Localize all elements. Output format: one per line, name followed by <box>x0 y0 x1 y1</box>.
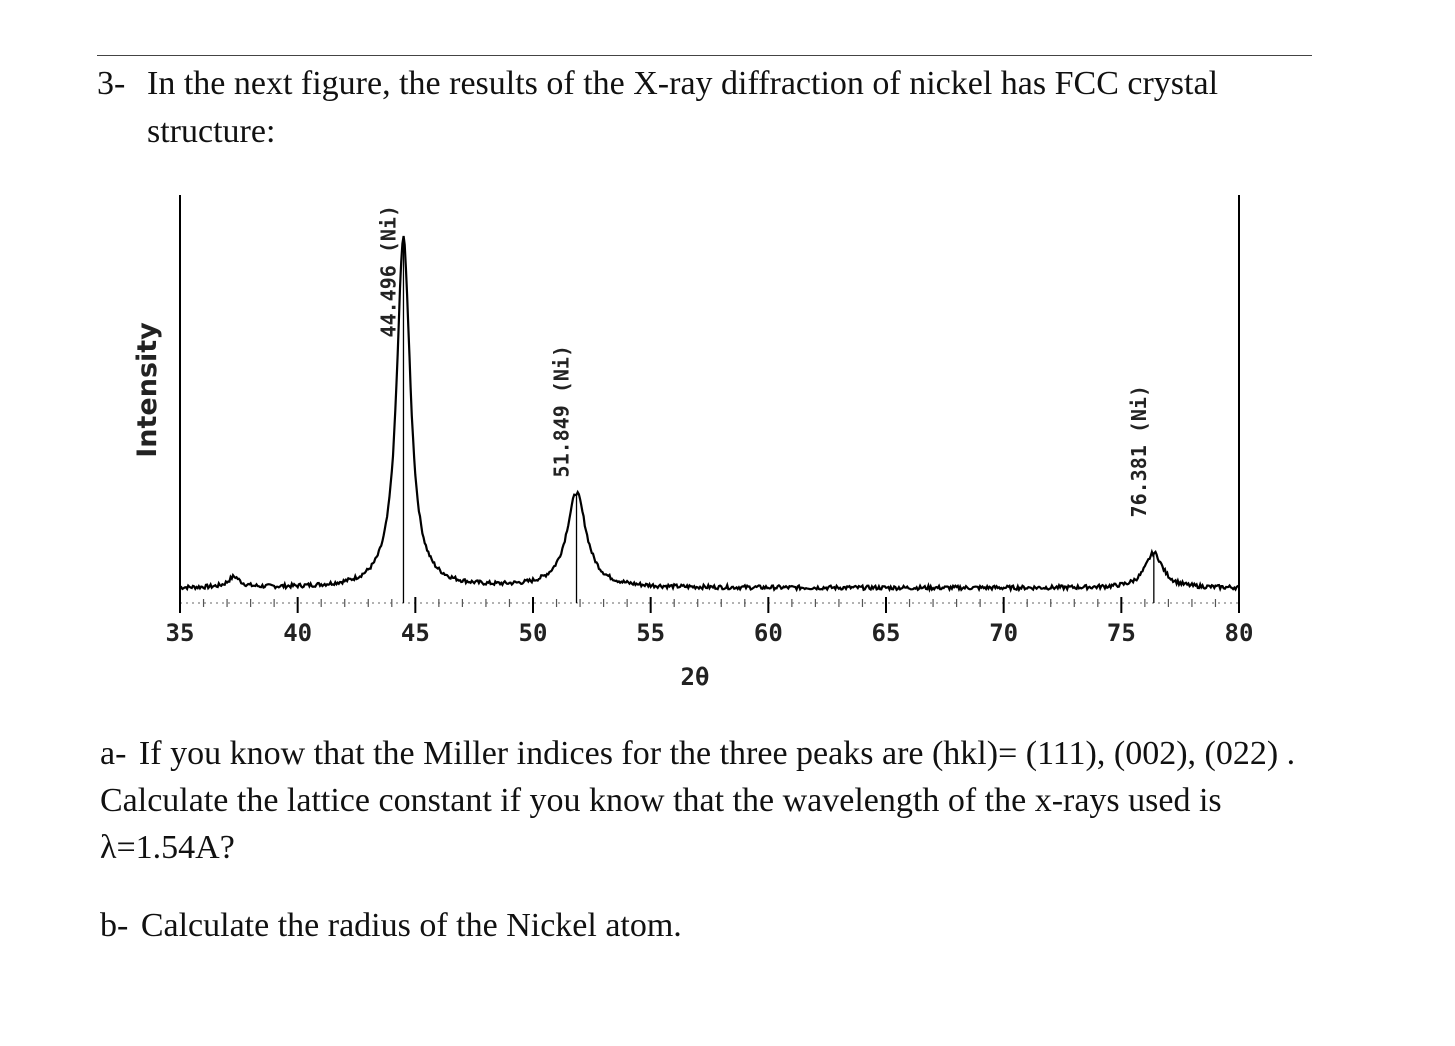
x-tick-label: 65 <box>872 619 901 647</box>
diffraction-curve <box>179 235 1240 593</box>
peak-annotation-label: 76.381 (Ni) <box>1127 385 1151 517</box>
x-tick-label: 75 <box>1107 619 1136 647</box>
x-tick-label: 40 <box>283 619 312 647</box>
xrd-chart: 35 40 45 50 55 60 65 70 75 80 44.496 (Ni) 51.849 (… <box>132 195 1254 691</box>
chart-axes <box>179 195 1240 604</box>
part-a-label: a- <box>100 735 127 772</box>
question-text-line2: structure: <box>147 113 276 150</box>
x-tick-label: 60 <box>754 619 783 647</box>
x-tick-label: 70 <box>989 619 1018 647</box>
x-tick-label: 55 <box>636 619 665 647</box>
x-tick-label: 80 <box>1225 619 1254 647</box>
peak-annotations: 44.496 (Ni) 51.849 (Ni) 76.381 (Ni) <box>376 205 1150 517</box>
peak-annotation-label: 51.849 (Ni) <box>550 345 574 477</box>
question-header: 3- In the next figure, the results of the… <box>97 60 1327 107</box>
part-a: a- If you know that the Miller indices f… <box>100 730 1350 871</box>
x-tick-labels: 35 40 45 50 55 60 65 70 75 80 <box>166 619 1254 647</box>
x-tick-marks <box>179 597 1240 613</box>
x-tick-label: 50 <box>519 619 548 647</box>
top-divider <box>97 55 1312 56</box>
part-b-text: Calculate the radius of the Nickel atom. <box>140 907 682 944</box>
x-axis-label: 2θ <box>681 663 710 691</box>
x-tick-label: 35 <box>166 619 195 647</box>
peak-annotation-label: 44.496 (Ni) <box>376 205 400 337</box>
x-tick-label: 45 <box>401 619 430 647</box>
peak-marker-lines <box>402 238 1155 603</box>
question-number: 3- <box>97 65 126 102</box>
question-text-line1: In the next figure, the results of the X… <box>147 65 1219 102</box>
part-a-text: If you know that the Miller indices for … <box>100 735 1296 866</box>
part-b-label: b- <box>100 907 129 944</box>
part-b: b- Calculate the radius of the Nickel at… <box>100 902 1350 949</box>
y-axis-label: Intensity <box>132 322 163 458</box>
